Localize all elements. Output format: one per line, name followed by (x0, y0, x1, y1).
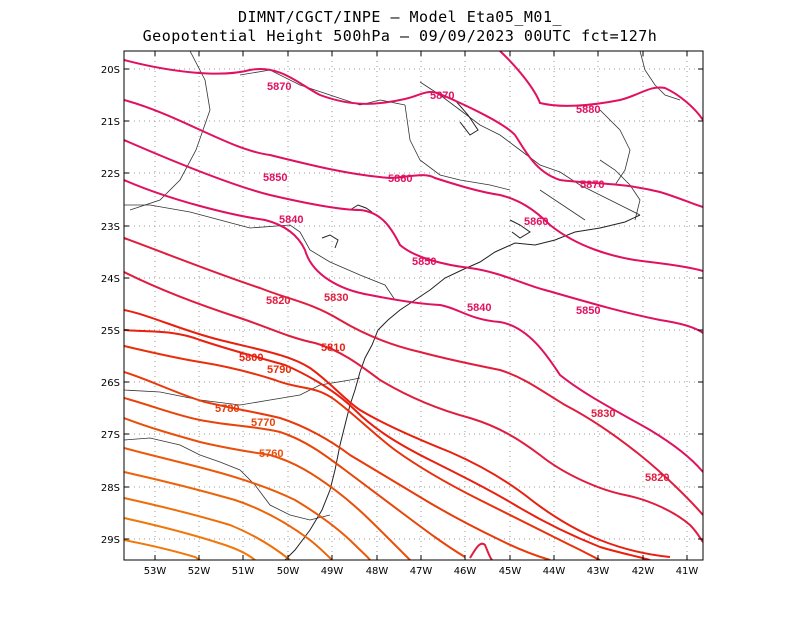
contour-5850 (124, 139, 703, 334)
contour-label: 5840 (279, 214, 303, 226)
contour-label: 5870 (430, 90, 454, 102)
lon-label: 49W (321, 566, 344, 577)
contour-label: 5860 (388, 173, 412, 185)
contour-label: 5880 (576, 104, 600, 116)
lat-label: 27S (101, 430, 120, 441)
lon-label: 50W (277, 566, 300, 577)
contour-5810 (124, 309, 671, 558)
contour-5830-bump (469, 542, 493, 560)
lon-label: 45W (499, 566, 522, 577)
contour-5760 (124, 417, 411, 560)
contour-5800 (124, 329, 651, 560)
contour-label: 5850 (412, 256, 436, 268)
contour-label: 5770 (251, 417, 275, 429)
chart-title-line2: Geopotential Height 500hPa – 09/09/2023 … (142, 27, 658, 45)
lat-label: 23S (101, 222, 120, 233)
lat-tick-labels: 20S 21S 22S 23S 24S 25S 26S 27S 28S 29S (101, 65, 120, 546)
contour-5790 (124, 345, 601, 560)
lon-label: 53W (144, 566, 167, 577)
lon-label: 41W (676, 566, 699, 577)
contour-label: 5860 (524, 216, 548, 228)
coastline (284, 94, 641, 560)
contour-5710 (124, 539, 201, 560)
contour-label: 5820 (266, 295, 290, 307)
contour-label: 5870 (267, 81, 291, 93)
contour-label: 5800 (239, 352, 263, 364)
chart-title-line1: DIMNT/CGCT/INPE – Model Eta05_M01_ (237, 8, 563, 26)
lat-label: 22S (101, 169, 120, 180)
lon-label: 47W (410, 566, 433, 577)
lon-label: 44W (543, 566, 566, 577)
contour-5840 (124, 179, 703, 473)
contour-label: 5850 (263, 172, 287, 184)
lat-label: 21S (101, 117, 120, 128)
lat-label: 29S (101, 535, 120, 546)
contour-5720 (124, 517, 256, 560)
contour-label: 5790 (267, 364, 291, 376)
contour-5870-north (124, 59, 703, 208)
contour-5740 (124, 471, 333, 560)
lat-label: 26S (101, 378, 120, 389)
lat-label: 28S (101, 483, 120, 494)
contour-lines (124, 51, 703, 560)
lon-label: 46W (454, 566, 477, 577)
lon-tick-labels: 53W 52W 51W 50W 49W 48W 47W 46W 45W 44W … (144, 566, 699, 577)
contour-label: 5820 (645, 472, 669, 484)
axis-ticks (124, 51, 703, 560)
lon-label: 52W (188, 566, 211, 577)
contour-5730 (124, 497, 291, 560)
lon-label: 48W (366, 566, 389, 577)
contour-label: 5780 (215, 403, 239, 415)
contour-label: 5830 (324, 292, 348, 304)
contour-label: 5850 (576, 305, 600, 317)
lat-label: 25S (101, 326, 120, 337)
lat-label: 20S (101, 65, 120, 76)
contour-label: 5830 (591, 408, 615, 420)
lat-label: 24S (101, 274, 120, 285)
map-frame (123, 50, 704, 561)
state-borders (124, 51, 681, 521)
contour-5830 (124, 237, 703, 516)
contour-5880 (499, 51, 703, 121)
contour-label: 5840 (467, 302, 491, 314)
contour-5820 (124, 271, 703, 543)
contour-labels: 5870 5870 5880 5860 5850 5870 5840 5860 … (215, 81, 669, 484)
contour-5770 (124, 397, 466, 558)
contour-5860 (124, 99, 703, 272)
grid-lines (124, 51, 703, 560)
contour-label: 5760 (259, 448, 283, 460)
contour-5780 (124, 371, 551, 560)
contour-label: 5870 (580, 179, 604, 191)
contour-label: 5810 (321, 342, 345, 354)
lon-label: 43W (587, 566, 610, 577)
lon-label: 42W (632, 566, 655, 577)
contour-5750 (124, 447, 371, 560)
lon-label: 51W (232, 566, 255, 577)
